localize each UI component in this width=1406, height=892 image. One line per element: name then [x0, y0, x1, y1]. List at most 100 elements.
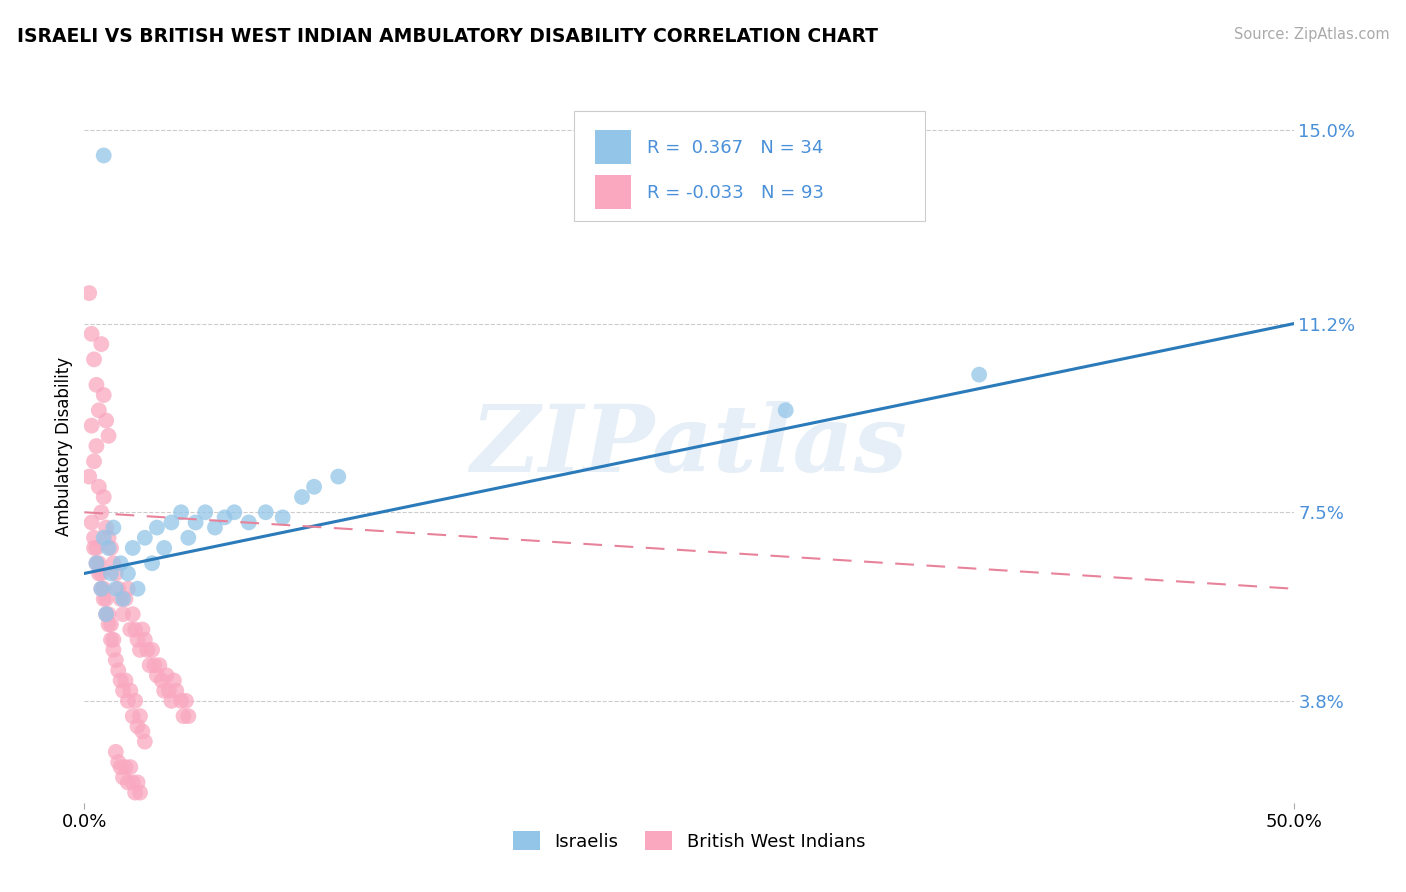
- Point: [129, 786, 152, 800]
- Point: [117, 694, 139, 708]
- Point: [136, 643, 159, 657]
- Point: [93, 148, 115, 162]
- Point: [194, 505, 217, 519]
- Point: [121, 775, 143, 789]
- Point: [87, 403, 110, 417]
- Point: [80, 516, 103, 530]
- Point: [117, 566, 139, 581]
- Point: [94, 520, 117, 534]
- Point: [141, 643, 163, 657]
- Point: [87, 556, 110, 570]
- Point: [104, 582, 127, 596]
- Text: ISRAELI VS BRITISH WEST INDIAN AMBULATORY DISABILITY CORRELATION CHART: ISRAELI VS BRITISH WEST INDIAN AMBULATOR…: [17, 27, 877, 45]
- Point: [107, 582, 129, 596]
- Point: [97, 541, 120, 555]
- Point: [100, 541, 122, 555]
- Point: [134, 734, 156, 748]
- Point: [97, 429, 120, 443]
- Point: [87, 480, 110, 494]
- Point: [160, 694, 183, 708]
- Point: [97, 617, 120, 632]
- Point: [103, 520, 125, 534]
- Point: [775, 403, 797, 417]
- Point: [173, 709, 195, 723]
- Point: [94, 607, 117, 622]
- Point: [184, 516, 207, 530]
- Point: [90, 582, 112, 596]
- Point: [80, 326, 103, 341]
- Point: [97, 531, 120, 545]
- Point: [83, 541, 105, 555]
- Point: [174, 694, 197, 708]
- Point: [94, 413, 117, 427]
- Point: [127, 632, 149, 647]
- Point: [94, 591, 117, 606]
- Point: [148, 658, 170, 673]
- Point: [302, 480, 325, 494]
- Point: [90, 566, 112, 581]
- Point: [93, 591, 115, 606]
- Y-axis label: Ambulatory Disability: Ambulatory Disability: [55, 357, 73, 535]
- Point: [112, 683, 135, 698]
- Point: [110, 556, 132, 570]
- Point: [77, 469, 100, 483]
- Point: [90, 337, 112, 351]
- Point: [86, 556, 108, 570]
- Point: [153, 683, 176, 698]
- Point: [124, 694, 146, 708]
- Point: [131, 724, 153, 739]
- Point: [177, 531, 200, 545]
- Point: [83, 352, 105, 367]
- Point: [163, 673, 186, 688]
- Point: [110, 591, 132, 606]
- Text: Source: ZipAtlas.com: Source: ZipAtlas.com: [1233, 27, 1389, 42]
- Legend: Israelis, British West Indians: Israelis, British West Indians: [505, 824, 873, 858]
- Point: [131, 623, 153, 637]
- Point: [121, 541, 143, 555]
- Point: [129, 709, 152, 723]
- Text: R = -0.033   N = 93: R = -0.033 N = 93: [647, 184, 824, 202]
- Point: [224, 505, 246, 519]
- Point: [170, 694, 193, 708]
- Point: [104, 566, 127, 581]
- Point: [90, 582, 112, 596]
- Point: [138, 658, 160, 673]
- Point: [117, 582, 139, 596]
- Point: [77, 286, 100, 301]
- Point: [86, 377, 108, 392]
- Point: [134, 531, 156, 545]
- Point: [127, 775, 149, 789]
- FancyBboxPatch shape: [574, 111, 925, 221]
- Point: [93, 388, 115, 402]
- FancyBboxPatch shape: [595, 130, 631, 164]
- Point: [134, 632, 156, 647]
- Point: [121, 607, 143, 622]
- Point: [103, 556, 125, 570]
- Point: [107, 755, 129, 769]
- Point: [93, 582, 115, 596]
- Point: [271, 510, 294, 524]
- Point: [100, 566, 122, 581]
- Point: [177, 709, 200, 723]
- Point: [103, 643, 125, 657]
- Point: [107, 663, 129, 677]
- Point: [94, 607, 117, 622]
- Point: [127, 719, 149, 733]
- Point: [86, 541, 108, 555]
- Point: [83, 454, 105, 468]
- Point: [146, 668, 169, 682]
- Point: [114, 760, 136, 774]
- Point: [204, 520, 226, 534]
- Point: [93, 531, 115, 545]
- Point: [120, 623, 142, 637]
- Point: [86, 556, 108, 570]
- Point: [110, 673, 132, 688]
- Point: [170, 505, 193, 519]
- Point: [112, 770, 135, 784]
- Point: [104, 653, 127, 667]
- Point: [291, 490, 314, 504]
- Point: [153, 541, 176, 555]
- Point: [165, 683, 187, 698]
- Point: [80, 418, 103, 433]
- Point: [155, 668, 177, 682]
